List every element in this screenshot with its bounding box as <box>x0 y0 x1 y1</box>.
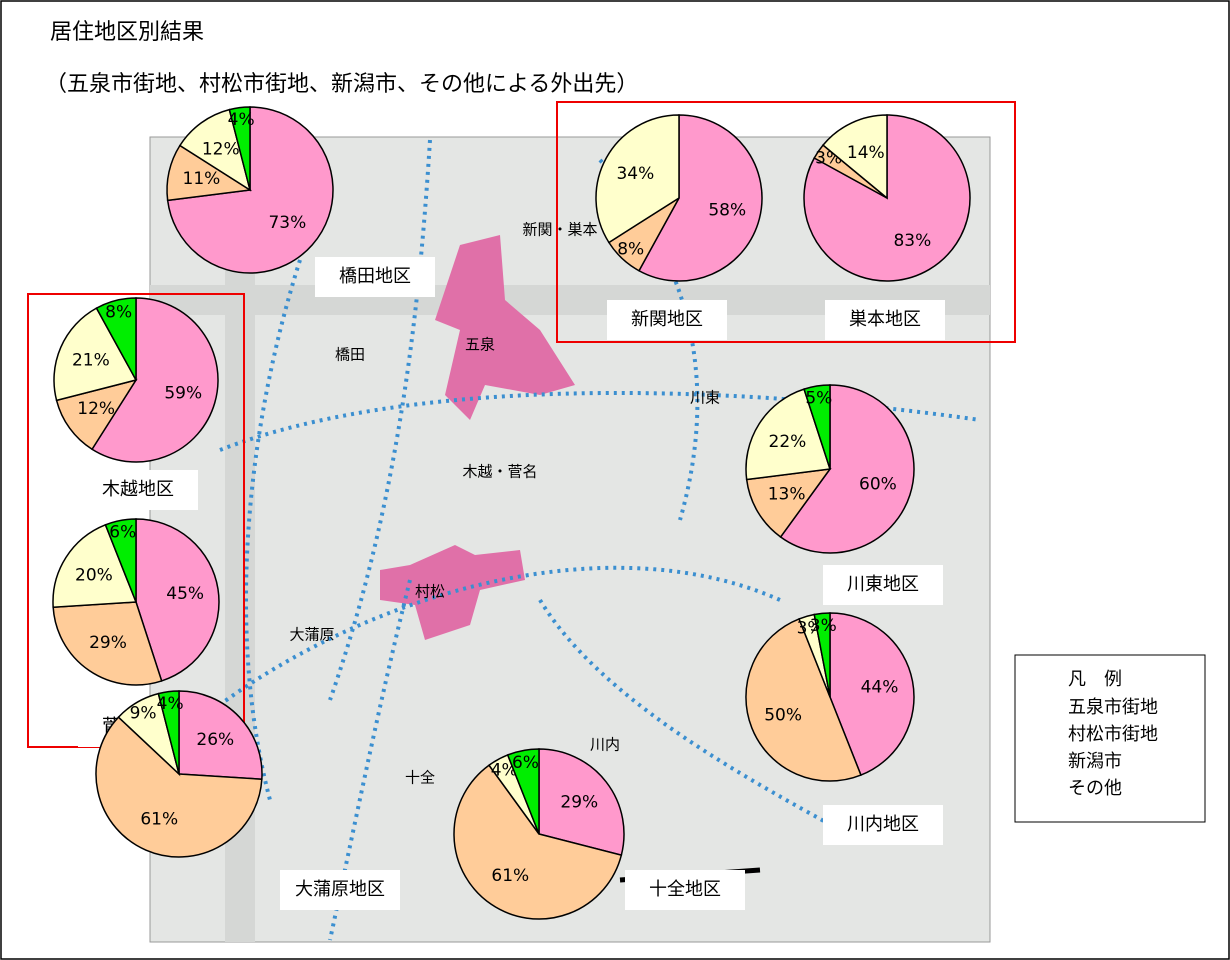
map-label: 川東 <box>690 389 720 407</box>
data-label: 21% <box>72 350 110 370</box>
data-label: 9% <box>130 703 157 723</box>
data-label: 22% <box>769 432 807 452</box>
legend-label: 新潟市 <box>1068 751 1122 772</box>
district-label: 十全地区 <box>649 879 721 900</box>
map-label: 村松 <box>415 583 445 601</box>
district-label: 木越地区 <box>102 479 174 500</box>
data-label: 73% <box>268 213 306 233</box>
legend-label: 村松市街地 <box>1068 724 1158 745</box>
district-label: 巣本地区 <box>849 309 921 330</box>
figure: 居住地区別結果 （五泉市街地、村松市街地、新潟市、その他による外出先） 凡 例 … <box>0 0 1230 960</box>
data-label: 34% <box>616 164 654 184</box>
data-label: 44% <box>861 678 899 698</box>
data-label: 14% <box>847 143 885 163</box>
map-label: 川内 <box>590 736 620 754</box>
data-label: 13% <box>768 485 806 505</box>
district-label: 橋田地区 <box>339 266 411 287</box>
data-label: 3% <box>810 616 837 636</box>
map-label: 五泉 <box>465 336 495 354</box>
data-label: 50% <box>764 706 802 726</box>
data-label: 4% <box>157 694 184 714</box>
data-label: 6% <box>109 523 136 543</box>
data-label: 6% <box>512 753 539 773</box>
data-label: 8% <box>105 302 132 322</box>
data-label: 29% <box>560 793 598 813</box>
data-label: 11% <box>183 169 221 189</box>
district-label: 大蒲原地区 <box>295 879 385 900</box>
legend-title: 凡 例 <box>1068 669 1122 690</box>
map-label: 十全 <box>405 769 435 787</box>
district-label: 川内地区 <box>847 814 919 835</box>
data-label: 29% <box>89 633 127 653</box>
data-label: 83% <box>893 231 931 251</box>
data-label: 5% <box>805 388 832 408</box>
pie-chart: 59% 12% 21% 8% 木越地区 <box>54 298 218 510</box>
data-label: 12% <box>77 399 115 419</box>
data-label: 61% <box>491 866 529 886</box>
map-label: 木越・菅名 <box>462 463 537 481</box>
map-label: 新関・巣本 <box>522 221 597 239</box>
data-label: 12% <box>202 140 240 160</box>
data-label: 8% <box>617 239 644 259</box>
district-label: 川東地区 <box>847 574 919 595</box>
title: 居住地区別結果 <box>50 20 204 45</box>
data-label: 60% <box>859 475 897 495</box>
map-label: 大蒲原 <box>289 626 334 644</box>
data-label: 61% <box>140 810 178 830</box>
subtitle: （五泉市街地、村松市街地、新潟市、その他による外出先） <box>45 72 638 97</box>
data-label: 58% <box>708 200 746 220</box>
data-label: 26% <box>196 730 234 750</box>
legend-label: その他 <box>1068 778 1122 799</box>
data-label: 59% <box>164 384 202 404</box>
data-label: 4% <box>228 110 255 130</box>
data-label: 20% <box>75 565 113 585</box>
data-label: 45% <box>166 584 204 604</box>
map-label: 橋田 <box>335 346 365 364</box>
district-label: 新関地区 <box>631 309 703 330</box>
legend-label: 五泉市街地 <box>1068 697 1158 718</box>
